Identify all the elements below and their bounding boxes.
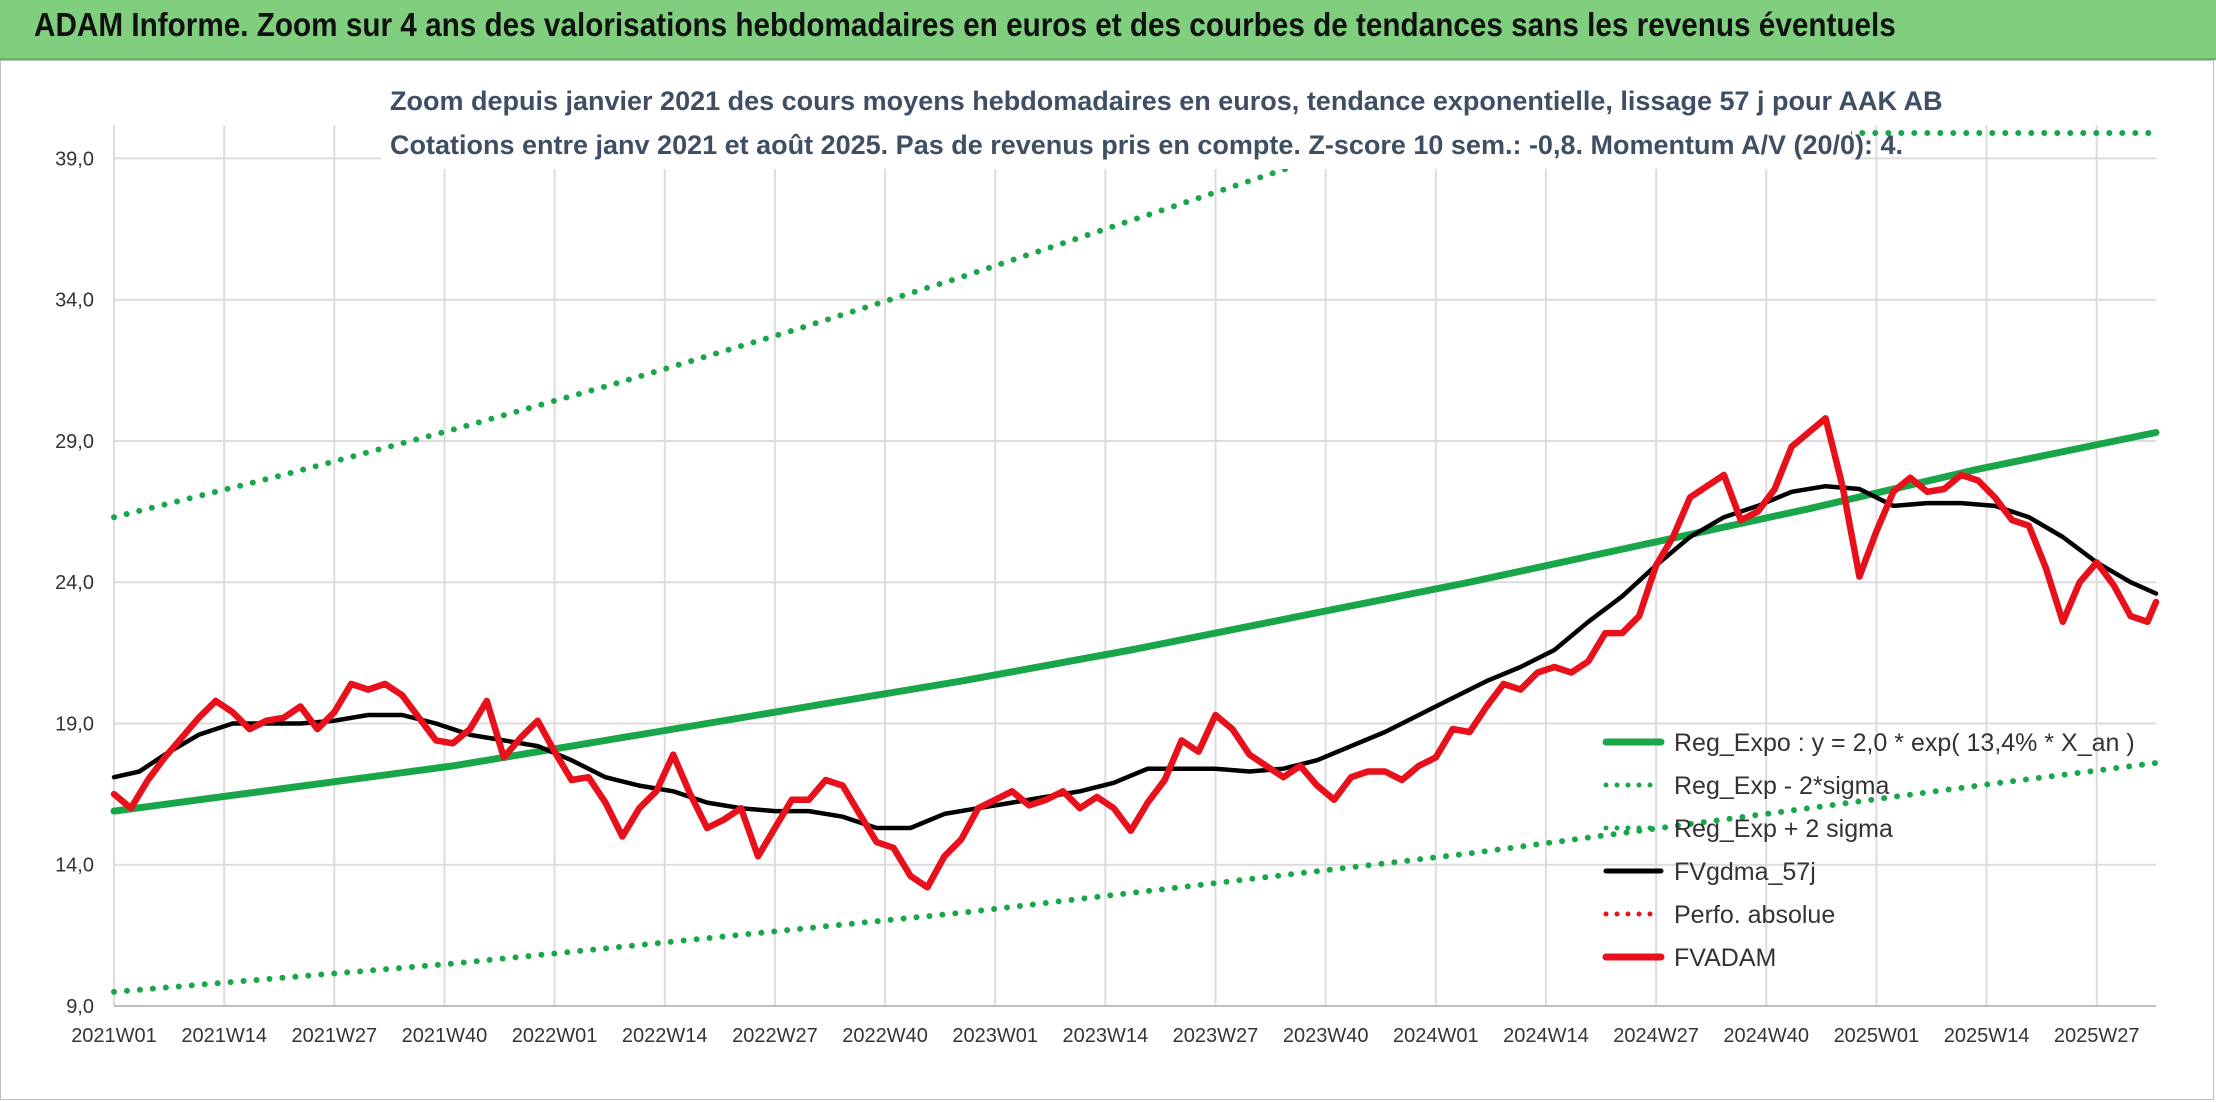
legend-label-1: Reg_Exp - 2*sigma	[1674, 772, 1889, 800]
x-tick-label: 2023W27	[1173, 1025, 1259, 1047]
legend-label-4: Perfo. absolue	[1674, 901, 1835, 929]
chart-frame: 9,0 14,0 19,0 24,0 29,0 34,0 39,0 2021W01 2021W1…	[0, 60, 2214, 1100]
y-tick-label: 19,0	[55, 713, 94, 735]
y-tick-label: 34,0	[55, 290, 94, 312]
y-tick-label: 14,0	[55, 855, 94, 877]
x-tick-label: 2025W14	[1944, 1025, 2030, 1047]
x-tick-label: 2022W40	[842, 1025, 928, 1047]
x-tick-label: 2025W01	[1834, 1025, 1920, 1047]
grid-lines	[113, 125, 2156, 1007]
x-tick-label: 2024W40	[1723, 1025, 1809, 1047]
chart-subtitle-line2: Cotations entre janv 2021 et août 2025. …	[390, 130, 1903, 160]
chart-subtitle-line1: Zoom depuis janvier 2021 des cours moyen…	[390, 86, 1942, 116]
chart-legend: Reg_Expo : y = 2,0 * exp( 13,4% * X_an )…	[1602, 729, 2135, 972]
x-tick-label: 2024W14	[1503, 1025, 1589, 1047]
x-tick-label: 2021W40	[402, 1025, 488, 1047]
y-tick-label: 24,0	[55, 572, 94, 594]
x-tick-label: 2022W27	[732, 1025, 818, 1047]
legend-label-2: Reg_Exp + 2 sigma	[1674, 815, 1893, 843]
chart-area: 9,0 14,0 19,0 24,0 29,0 34,0 39,0 2021W01 2021W1…	[55, 61, 2160, 1047]
page-title: ADAM Informe. Zoom sur 4 ans des valoris…	[34, 6, 1896, 43]
x-tick-label: 2023W40	[1283, 1025, 1369, 1047]
x-tick-label: 2023W14	[1063, 1025, 1149, 1047]
series-group	[110, 130, 2160, 995]
y-tick-label: 29,0	[55, 431, 94, 453]
x-tick-label: 2021W27	[291, 1025, 377, 1047]
series-line-3	[111, 483, 2159, 831]
series-line-4	[110, 415, 2160, 891]
series-line-2	[111, 760, 2159, 995]
x-tick-label: 2022W14	[622, 1025, 708, 1047]
series-line-0	[110, 429, 2160, 815]
series-line-1	[111, 130, 2159, 521]
legend-label-5: FVADAM	[1674, 944, 1776, 972]
x-tick-label: 2022W01	[512, 1025, 598, 1047]
x-tick-label: 2023W01	[952, 1025, 1038, 1047]
header-bar: ADAM Informe. Zoom sur 4 ans des valoris…	[0, 0, 2216, 60]
x-tick-label: 2021W14	[181, 1025, 267, 1047]
chart-subtitle: Zoom depuis janvier 2021 des cours moyen…	[381, 61, 1942, 169]
x-tick-label: 2024W27	[1613, 1025, 1699, 1047]
legend-label-0: Reg_Expo : y = 2,0 * exp( 13,4% * X_an )	[1674, 729, 2135, 757]
y-tick-label: 39,0	[55, 148, 94, 170]
x-tick-label: 2025W27	[2054, 1025, 2140, 1047]
y-tick-label: 9,0	[66, 996, 94, 1018]
legend-label-3: FVgdma_57j	[1674, 858, 1816, 886]
x-tick-label: 2024W01	[1393, 1025, 1479, 1047]
x-tick-label: 2021W01	[71, 1025, 157, 1047]
axes: 9,0 14,0 19,0 24,0 29,0 34,0 39,0 2021W01 2021W1…	[55, 148, 2156, 1047]
